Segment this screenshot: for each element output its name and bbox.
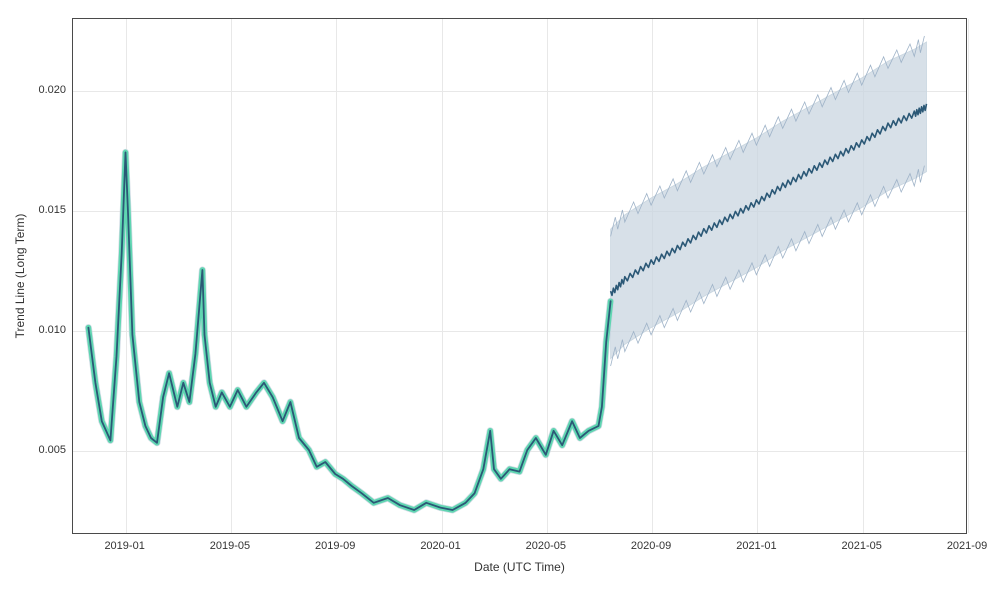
x-tick-label: 2020-05 xyxy=(526,540,566,552)
y-axis-label: Trend Line (Long Term) xyxy=(13,214,27,339)
historical-shadow xyxy=(88,152,610,510)
forecast-confidence-band xyxy=(611,42,927,359)
y-tick-label: 0.010 xyxy=(28,324,66,336)
historical-line xyxy=(88,152,610,510)
x-axis-label: Date (UTC Time) xyxy=(474,560,565,574)
x-tick-label: 2019-05 xyxy=(210,540,250,552)
y-tick-label: 0.005 xyxy=(28,444,66,456)
historical-halo xyxy=(88,152,610,510)
x-tick-label: 2021-01 xyxy=(736,540,776,552)
x-tick-label: 2020-09 xyxy=(631,540,671,552)
x-tick-label: 2020-01 xyxy=(420,540,460,552)
x-tick-label: 2019-09 xyxy=(315,540,355,552)
x-tick-label: 2021-05 xyxy=(842,540,882,552)
y-tick-label: 0.020 xyxy=(28,84,66,96)
x-tick-label: 2019-01 xyxy=(104,540,144,552)
plot-svg xyxy=(0,0,989,590)
trend-line-chart: Date (UTC Time) Trend Line (Long Term) 2… xyxy=(0,0,989,590)
x-tick-label: 2021-09 xyxy=(947,540,987,552)
y-tick-label: 0.015 xyxy=(28,204,66,216)
